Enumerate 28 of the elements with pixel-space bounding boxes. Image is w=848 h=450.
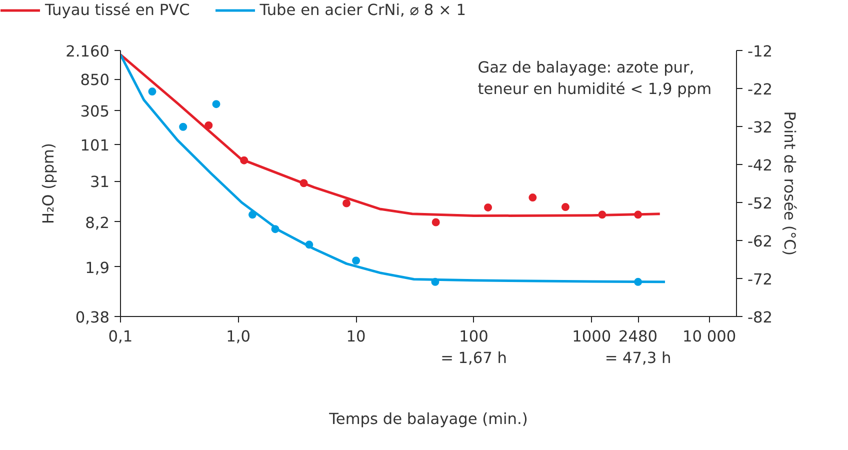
x-tick-label: 10: [346, 328, 366, 346]
x-tick-label: 1000: [572, 328, 612, 346]
y-tick-label: 305: [80, 102, 110, 121]
y2-axis-title: Point de rosée (°C): [780, 111, 799, 256]
y-tick-label: 1,9: [85, 258, 110, 277]
y2-tick-label: -22: [748, 80, 773, 98]
y2-tick-label: -42: [748, 156, 773, 174]
y-tick-label: 101: [80, 136, 110, 155]
y2-tick-label: -52: [748, 194, 773, 212]
y2-tick-label: -32: [748, 118, 773, 136]
legend-label: Tube en acier CrNi, ⌀ 8 × 1: [260, 1, 466, 19]
x-tick-label: 1,0: [226, 328, 250, 346]
y-tick-label: 850: [80, 71, 110, 90]
y2-tick-label: -12: [748, 42, 773, 60]
y-axis-title: H₂O (ppm): [40, 143, 58, 224]
y-tick-label: 31: [90, 173, 110, 192]
y2-tick-label: -72: [748, 270, 773, 288]
x-tick-label: 100 = 1,67 h: [440, 328, 508, 368]
annotation: Gaz de balayage: azote pur, teneur en humidité < 1,9 ppm: [478, 58, 712, 98]
x-axis-title: Temps de balayage (min.): [328, 410, 528, 428]
y-tick-label: 8,2: [85, 214, 110, 232]
y-tick-label: 0,38: [75, 308, 110, 326]
x-tick-label: 0,1: [108, 328, 133, 346]
y-tick-label: 2.160: [66, 42, 110, 60]
y2-tick-label: -62: [748, 232, 773, 250]
x-tick-label: 10 000: [682, 328, 736, 346]
y2-tick-label: -82: [748, 308, 773, 326]
legend-label: Tuyau tissé en PVC: [45, 1, 190, 19]
